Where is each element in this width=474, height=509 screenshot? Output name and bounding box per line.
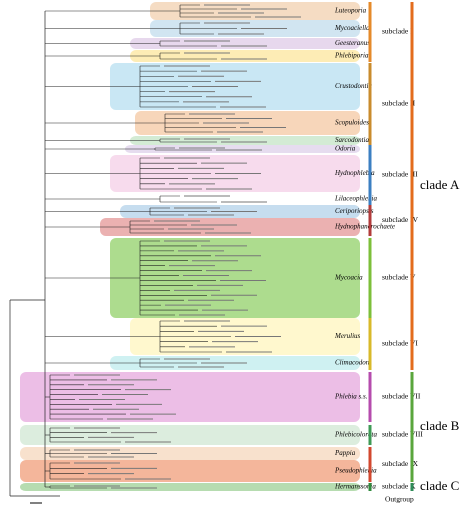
subclade-label: subclade VIII (382, 430, 423, 439)
genus-band (20, 483, 360, 491)
subclade-label: subclade X (382, 482, 416, 491)
genus-label: Luteoporia (334, 7, 367, 15)
subclade-label: subclade III (382, 170, 418, 179)
subclade-label: subclade IX (382, 459, 419, 468)
genus-band (130, 136, 360, 145)
subclade-label: subclade VII (382, 392, 421, 401)
genus-label: Phlebiporia (334, 52, 369, 60)
genus-label: Sarcodontia (335, 136, 369, 144)
genus-label: Phlebia s.s. (334, 393, 368, 401)
genus-label: Crustodontia (335, 82, 372, 90)
genus-band (130, 50, 360, 62)
subclade-label: subclade I (382, 27, 413, 36)
genus-band (110, 238, 360, 318)
genus-band (20, 425, 360, 445)
genus-band (100, 218, 360, 236)
clade-label: clade C (420, 478, 459, 493)
genus-label: Mycoaciella (334, 24, 370, 32)
genus-label: Phlebicolorata (334, 431, 377, 439)
genus-label: Pappia (334, 449, 356, 457)
subclade-label: subclade II (382, 99, 416, 108)
genus-label: Scopuloides (335, 119, 369, 127)
genus-band (150, 2, 360, 20)
clade-label: clade B (420, 418, 460, 433)
genus-band (20, 460, 360, 482)
genus-label: Lilaceophlebia (334, 195, 377, 203)
genus-label: Ceriporiopsis (335, 207, 374, 215)
genus-label: Hermanssonia (334, 483, 376, 491)
genus-label: Climacodon (335, 359, 370, 367)
genus-band (20, 372, 360, 422)
genus-label: Odoria (335, 145, 356, 153)
genus-label: Merulius (334, 332, 361, 340)
genus-band (130, 193, 360, 205)
outgroup-label: Outgroup (385, 495, 414, 504)
subclade-label: subclade VI (382, 339, 418, 348)
clade-label: clade A (420, 177, 460, 192)
genus-label: Hydnophanerochaete (334, 223, 395, 231)
genus-label: Pseudophlebia (334, 467, 377, 475)
genus-band (130, 38, 360, 49)
genus-band (125, 145, 360, 153)
genus-label: Mycoacia (334, 274, 363, 282)
genus-label: Geesteranus (335, 39, 370, 47)
subclade-label: subclade V (382, 273, 416, 282)
genus-label: Hydnophlebia (334, 169, 375, 177)
subclade-label: subclade IV (382, 215, 419, 224)
